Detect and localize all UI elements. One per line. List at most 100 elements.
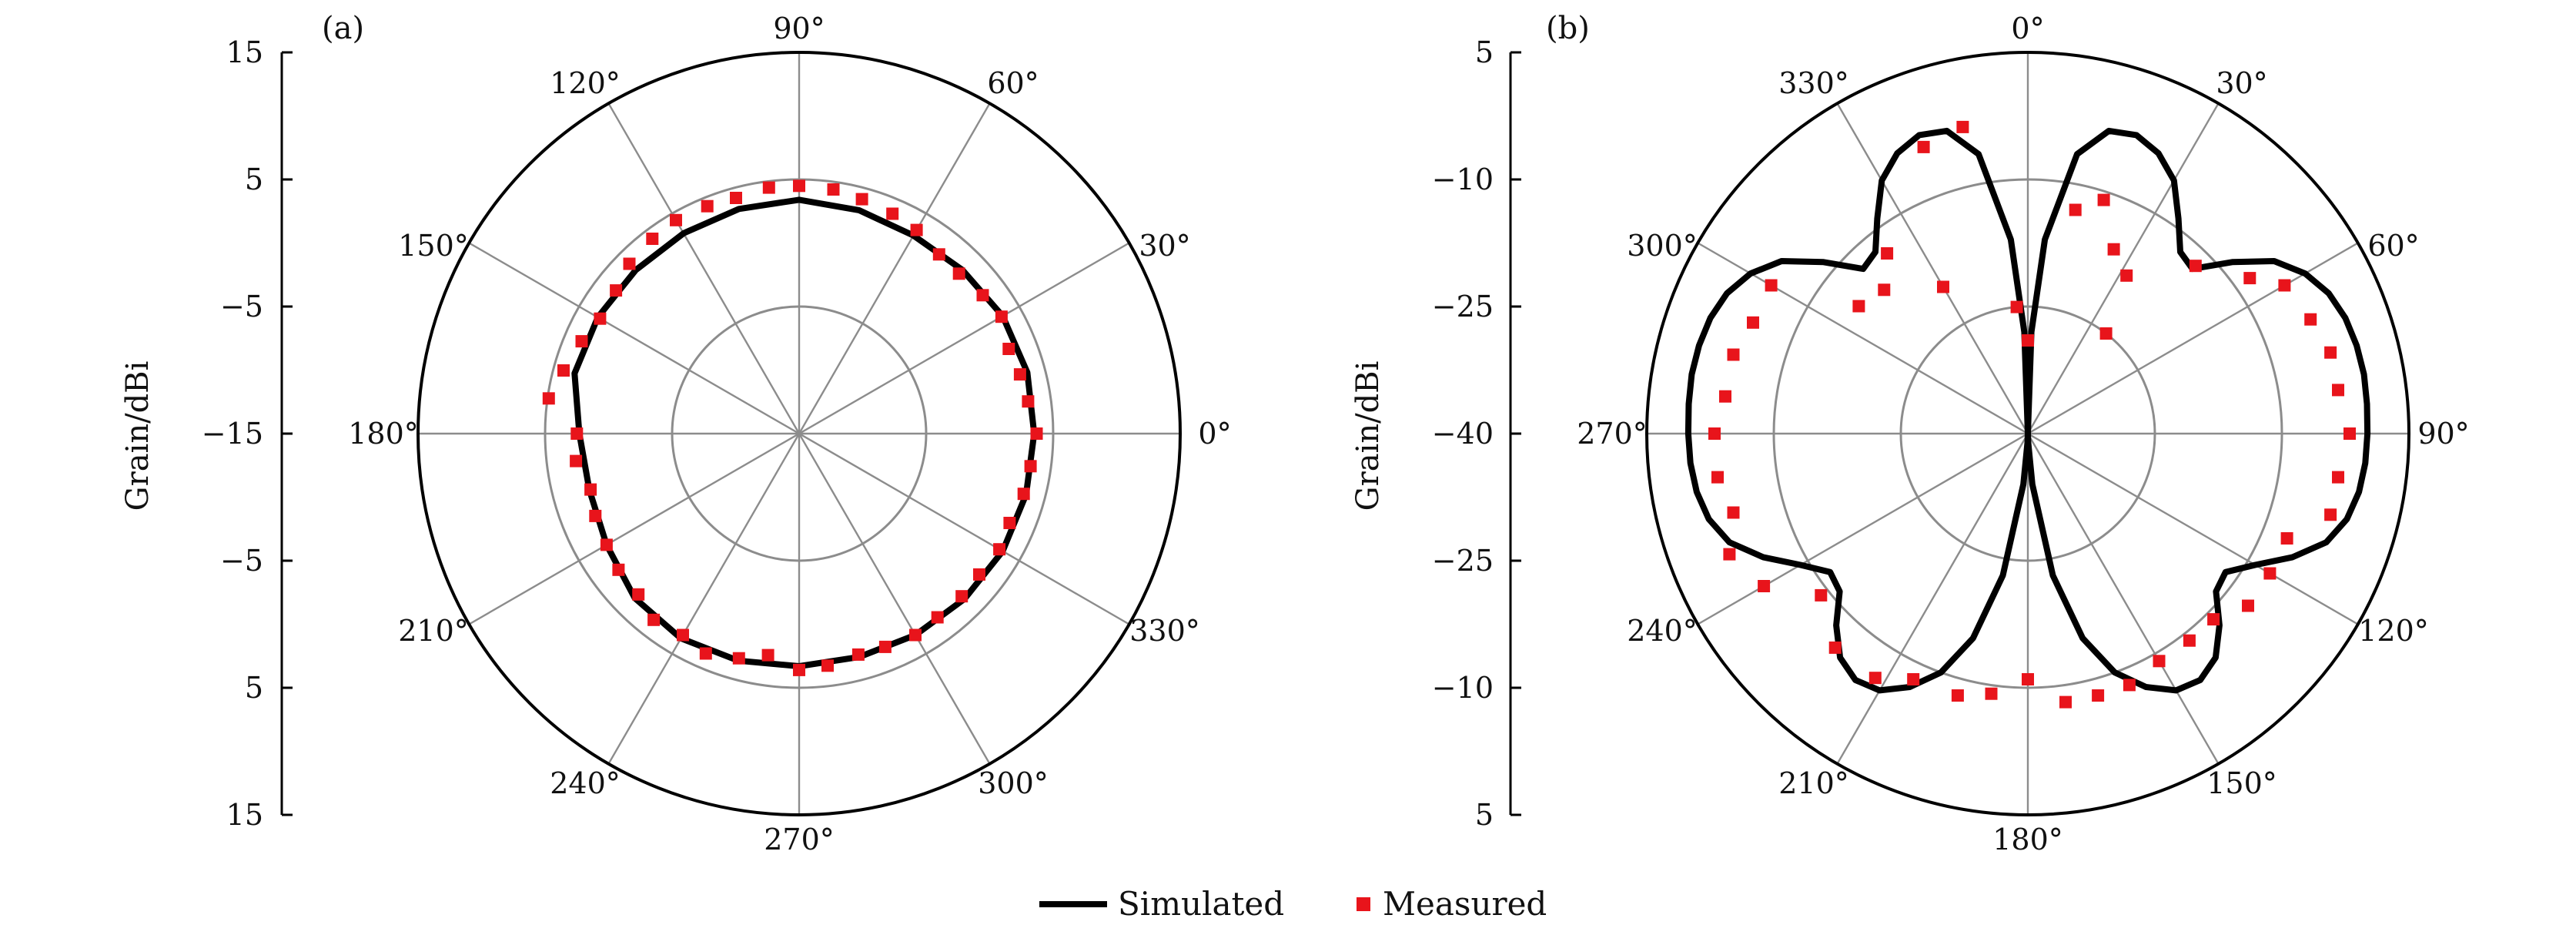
measured-point: [793, 179, 805, 193]
measured-point: [730, 192, 742, 204]
angle-label: 60°: [987, 66, 1039, 100]
angle-label: 150°: [398, 229, 469, 263]
angle-label: 210°: [1778, 766, 1849, 800]
y-tick-label: 5: [245, 671, 263, 705]
measured-point: [2099, 327, 2113, 340]
measured-point: [886, 207, 899, 220]
measured-point: [557, 364, 570, 377]
measured-point: [995, 310, 1008, 323]
angle-label: 270°: [1577, 417, 1648, 451]
measured-point: [1868, 672, 1882, 685]
measured-point: [952, 267, 965, 280]
angle-label: 240°: [1627, 614, 1698, 648]
measured-point: [1956, 120, 1969, 133]
y-tick-label: −40: [1432, 417, 1494, 451]
panel-label-a: (a): [322, 11, 364, 46]
angle-label: 0°: [2011, 12, 2044, 45]
angle-label: 90°: [773, 12, 825, 45]
measured-point: [594, 312, 607, 325]
measured-point: [1013, 368, 1026, 381]
measured-point: [570, 454, 583, 468]
y-tick-labels-b: 5 −10 −25 −40 −25 −10 5: [1432, 35, 1494, 832]
measured-point: [612, 563, 625, 576]
measured-point: [701, 199, 714, 213]
measured-point: [2343, 427, 2356, 440]
angle-label: 330°: [1778, 66, 1849, 100]
outer-circle: [1645, 51, 2410, 816]
measured-point: [1017, 488, 1030, 501]
measured-point: [1815, 588, 1828, 602]
outer-circle: [417, 51, 1182, 816]
angle-label: 180°: [1992, 823, 2063, 856]
measured-point: [2242, 599, 2254, 612]
measured-point: [2092, 689, 2105, 702]
measured-point: [1727, 348, 1740, 361]
measured-point: [1852, 300, 1865, 313]
measured-point: [1003, 517, 1016, 529]
measured-point: [575, 335, 588, 348]
y-tick-label: 5: [1475, 35, 1494, 69]
measured-point: [677, 628, 689, 642]
measured-point: [2120, 269, 2133, 282]
measured-point: [1878, 283, 1891, 297]
measured-point: [761, 649, 774, 662]
measured-point: [2332, 384, 2344, 397]
measured-point: [2278, 279, 2291, 292]
measured-point: [1030, 427, 1043, 440]
angle-label: 330°: [1129, 614, 1200, 648]
y-tick-label: −5: [220, 544, 263, 578]
measured-point: [732, 652, 745, 665]
angle-label: 150°: [2206, 766, 2277, 800]
y-axis-label-a: Grain/dBi: [120, 361, 156, 511]
measured-point: [1937, 280, 1949, 293]
y-tick-label: 5: [245, 163, 263, 196]
measured-point: [699, 647, 712, 660]
legend: Simulated Measured: [1039, 885, 1547, 923]
measured-point: [2207, 613, 2220, 626]
measured-point: [1727, 506, 1740, 519]
y-tick-label: −15: [202, 417, 263, 451]
measured-point: [955, 590, 969, 603]
measured-point: [855, 193, 868, 206]
measured-point: [2324, 346, 2337, 359]
angle-label: 300°: [1627, 229, 1698, 263]
measured-point: [851, 648, 865, 661]
measured-point: [827, 183, 840, 196]
measured-point: [2022, 334, 2034, 347]
y-axis-ticks-a: [282, 51, 293, 816]
y-tick-label: 15: [226, 798, 263, 832]
measured-point: [542, 392, 555, 405]
measured-point: [976, 289, 989, 302]
measured-point: [2153, 655, 2166, 668]
angle-label: 30°: [1139, 229, 1190, 263]
measured-point: [2243, 272, 2257, 285]
spokes-a: [418, 52, 1180, 815]
measured-point: [1951, 689, 1964, 702]
legend-measured-swatch: [1357, 897, 1370, 911]
y-tick-labels-a: 15 5 −5 −15 −5 5 15: [202, 35, 263, 832]
measured-point: [647, 613, 661, 626]
angle-label: 270°: [764, 823, 835, 856]
y-axis-ticks-b: [1510, 51, 1521, 816]
measured-point: [973, 568, 985, 581]
measured-point: [2332, 471, 2344, 484]
angle-label: 300°: [978, 766, 1049, 800]
polar-panel-b: (b) Grain/dBi 5 −10 −25 −40 −25 −10 5: [1350, 11, 2470, 856]
measured-point: [589, 509, 602, 522]
measured-point: [670, 213, 682, 226]
angle-label: 60°: [2367, 229, 2419, 263]
angle-labels-a: 0° 30° 60° 90° 120° 150° 180° 210° 240° …: [348, 12, 1231, 856]
angle-label: 240°: [550, 766, 621, 800]
measured-point: [878, 640, 892, 653]
measured-point: [931, 611, 944, 624]
measured-point: [1711, 471, 1724, 484]
measured-point: [1708, 427, 1721, 440]
y-tick-label: −25: [1432, 290, 1494, 323]
measured-point: [646, 233, 659, 245]
measured-point: [1747, 316, 1759, 329]
measured-point: [2059, 695, 2072, 709]
measured-point: [1985, 687, 1998, 700]
y-tick-label: −25: [1432, 544, 1494, 578]
measured-point: [570, 427, 584, 440]
